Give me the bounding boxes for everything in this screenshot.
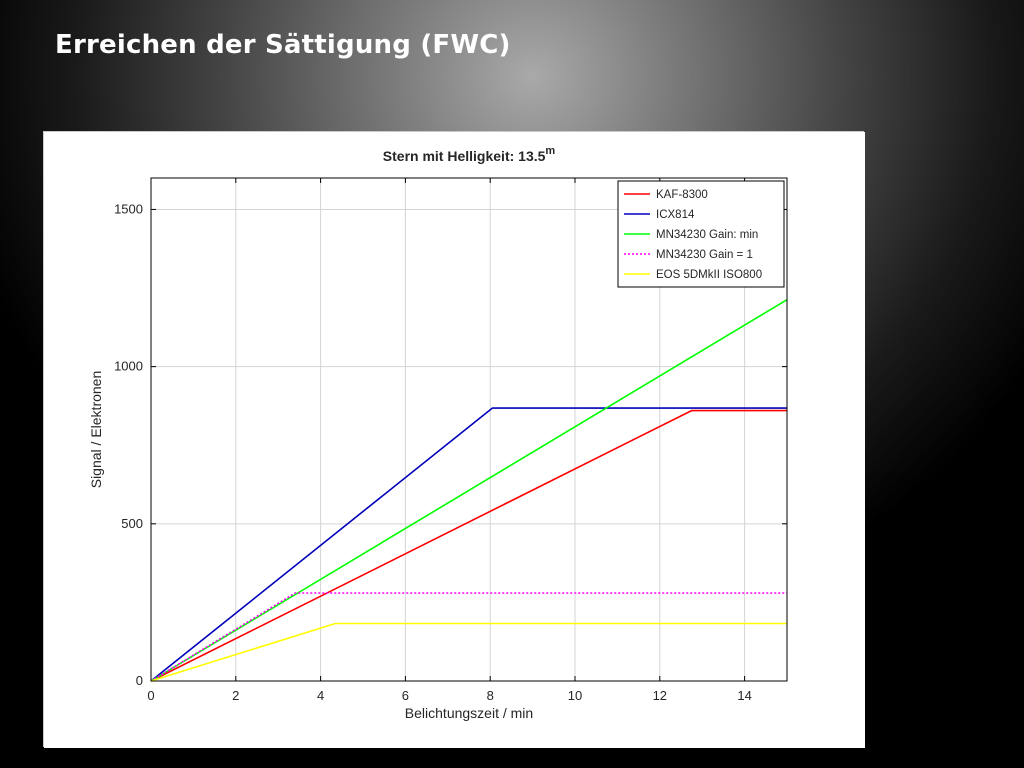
- legend-label: MN34230 Gain = 1: [656, 249, 753, 261]
- x-tick-label: 2: [232, 688, 239, 703]
- chart-title-text: Stern mit Helligkeit: 13.5: [383, 148, 546, 164]
- axis-ticks: 0 2 4 6 8 10 12 14 0 500 1000 1500: [114, 178, 787, 703]
- slide-title: Erreichen der Sättigung (FWC): [55, 30, 511, 60]
- chart-panel: 0 2 4 6 8 10 12 14 0 500 1000 1500 Stern mit Hellig…: [43, 131, 865, 748]
- y-tick-label: 0: [136, 673, 143, 688]
- legend-label: ICX814: [656, 209, 695, 221]
- x-tick-label: 12: [653, 688, 667, 703]
- series-lines: [150, 299, 788, 682]
- x-axis-label: Belichtungszeit / min: [405, 705, 533, 721]
- y-axis-label: Signal / Elektronen: [88, 371, 104, 489]
- plot-frame: [150, 177, 788, 682]
- legend-label: KAF-8300: [656, 189, 708, 201]
- x-tick-label: 4: [317, 688, 324, 703]
- series-line-1: [150, 409, 787, 682]
- y-tick-label: 1500: [114, 201, 143, 216]
- x-tick-label: 8: [487, 688, 494, 703]
- chart-title: Stern mit Helligkeit: 13.5m: [383, 145, 556, 164]
- legend-label: MN34230 Gain: min: [656, 229, 758, 241]
- x-tick-label: 14: [737, 688, 751, 703]
- chart-title-superscript: m: [545, 145, 555, 157]
- series-line-5: [150, 622, 787, 682]
- y-tick-label: 1000: [114, 359, 143, 374]
- y-tick-label: 500: [121, 516, 143, 531]
- x-tick-label: 10: [568, 688, 582, 703]
- legend: KAF-8300 ICX814 MN34230 Gain: min MN34230 G…: [617, 180, 785, 288]
- x-tick-label: 0: [147, 688, 154, 703]
- series-line-2: [150, 407, 787, 682]
- signal-saturation-chart: 0 2 4 6 8 10 12 14 0 500 1000 1500 Stern mit Hellig…: [44, 132, 865, 748]
- x-tick-label: 6: [402, 688, 409, 703]
- series-line-3: [150, 299, 788, 682]
- series-line-4: [150, 592, 787, 682]
- legend-label: EOS 5DMkII ISO800: [656, 269, 762, 281]
